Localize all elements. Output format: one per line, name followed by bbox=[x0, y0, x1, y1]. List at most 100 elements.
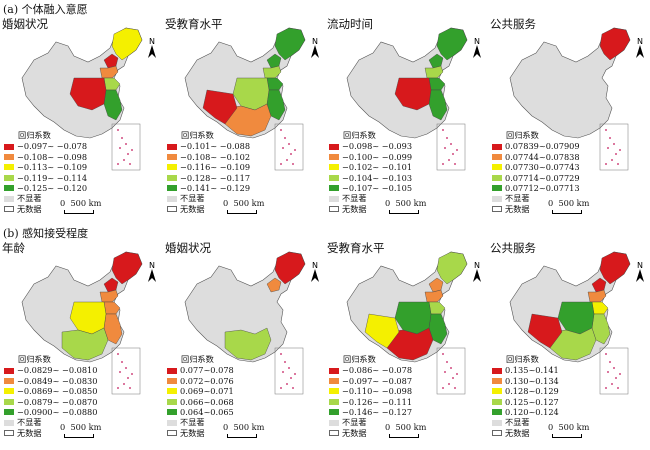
legend-label: 不显著 bbox=[505, 417, 530, 428]
island-dot bbox=[615, 377, 617, 379]
north-label: N bbox=[637, 261, 643, 270]
legend-label: 0.125~0.127 bbox=[505, 396, 559, 407]
legend-swatch bbox=[4, 164, 14, 171]
island-dot bbox=[117, 387, 119, 389]
map-panel: 受教育水平 N 回归系数 −0.101~ −0.088 −0.108~ −0.102 −0… bbox=[163, 14, 325, 226]
legend-item: −0.146~ −0.127 bbox=[329, 407, 412, 417]
island-dot bbox=[127, 377, 129, 379]
north-label: N bbox=[474, 261, 480, 270]
scale-distance: 500 km bbox=[70, 198, 102, 208]
island-dot bbox=[282, 371, 284, 373]
island-dot bbox=[454, 387, 456, 389]
north-arrow-icon: N bbox=[634, 36, 646, 60]
legend-label: 0.120~0.124 bbox=[505, 406, 559, 417]
legend-swatch bbox=[167, 185, 177, 192]
south-sea-inset bbox=[436, 347, 466, 395]
panel-title: 受教育水平 bbox=[165, 17, 223, 31]
legend-item: −0.104~ −0.103 bbox=[329, 173, 412, 183]
legend-label: −0.141~ −0.129 bbox=[180, 182, 251, 193]
panel-title: 年龄 bbox=[2, 241, 25, 255]
legend-title: 回归系数 bbox=[343, 354, 376, 364]
north-label: N bbox=[149, 37, 155, 46]
region-south bbox=[224, 103, 272, 137]
island-dot bbox=[280, 129, 282, 131]
legend-item: 0.07839~0.07909 bbox=[492, 141, 580, 151]
island-dot bbox=[284, 361, 286, 363]
legend-swatch bbox=[329, 205, 339, 212]
legend-swatch bbox=[492, 419, 502, 426]
island-dot bbox=[611, 383, 613, 385]
island-dot bbox=[607, 371, 609, 373]
legend-label: 0.077~0.078 bbox=[180, 365, 234, 376]
island-dot bbox=[290, 377, 292, 379]
legend-title: 回归系数 bbox=[506, 354, 539, 364]
island-dot bbox=[444, 147, 446, 149]
north-label: N bbox=[149, 261, 155, 270]
legend: 回归系数 −0.0829~ −0.0810 −0.0849~ −0.0830 −0.0… bbox=[4, 354, 97, 438]
legend-swatch bbox=[4, 143, 14, 150]
legend-swatch bbox=[167, 409, 177, 416]
china-map bbox=[21, 27, 143, 171]
legend-item: −0.110~ −0.098 bbox=[329, 386, 412, 396]
island-dot bbox=[292, 387, 294, 389]
south-sea-inset bbox=[274, 347, 304, 395]
legend-swatch bbox=[167, 164, 177, 171]
scale-zero: 0 bbox=[60, 198, 66, 208]
section-title: (a) 个体融入意愿 bbox=[3, 3, 88, 16]
legend-swatch bbox=[4, 429, 14, 436]
legend-item-no-data: 无数据 bbox=[4, 204, 87, 214]
legend-item: 0.07730~0.07743 bbox=[492, 162, 580, 172]
legend-item-no-data: 无数据 bbox=[329, 428, 412, 438]
island-dot bbox=[442, 129, 444, 131]
legend-item: 0.130~0.134 bbox=[492, 376, 559, 386]
scale-label: 0 500 km bbox=[223, 422, 264, 432]
legend-item-not-significant: 不显著 bbox=[167, 193, 250, 203]
legend-swatch bbox=[4, 205, 14, 212]
legend-label: −0.128~ −0.117 bbox=[180, 172, 251, 183]
legend-item-no-data: 无数据 bbox=[329, 204, 412, 214]
legend-item: 0.07714~0.07729 bbox=[492, 173, 580, 183]
legend-item: 0.120~0.124 bbox=[492, 407, 559, 417]
legend-label: 无数据 bbox=[342, 427, 367, 438]
legend: 回归系数 −0.101~ −0.088 −0.108~ −0.102 −0.116~ … bbox=[167, 130, 250, 214]
legend-swatch bbox=[4, 195, 14, 202]
scale-bar bbox=[552, 210, 582, 214]
legend-swatch bbox=[167, 153, 177, 160]
legend-swatch bbox=[4, 174, 14, 181]
north-arrow-icon: N bbox=[471, 260, 483, 284]
south-sea-inset bbox=[599, 347, 629, 395]
panel-title: 婚姻状况 bbox=[2, 17, 48, 31]
legend-label: 0.07714~0.07729 bbox=[505, 172, 580, 183]
legend-swatch bbox=[492, 377, 502, 384]
island-dot bbox=[127, 153, 129, 155]
island-dot bbox=[615, 153, 617, 155]
region-north bbox=[599, 251, 631, 285]
legend-item: 0.125~0.127 bbox=[492, 397, 559, 407]
legend-title: 回归系数 bbox=[18, 130, 51, 140]
legend-label: −0.116~ −0.109 bbox=[180, 162, 251, 173]
island-dot bbox=[456, 149, 458, 151]
island-dot bbox=[119, 147, 121, 149]
island-dot bbox=[613, 143, 615, 145]
region-hebei bbox=[262, 65, 282, 79]
legend-swatch bbox=[492, 143, 502, 150]
legend-item: 0.135~0.141 bbox=[492, 365, 559, 375]
island-dot bbox=[454, 163, 456, 165]
legend-swatch bbox=[492, 205, 502, 212]
legend-title: 回归系数 bbox=[506, 130, 539, 140]
legend-label: 0.128~0.129 bbox=[505, 386, 559, 397]
scale-zero: 0 bbox=[385, 422, 391, 432]
legend-swatch bbox=[4, 409, 14, 416]
scale-distance: 500 km bbox=[70, 422, 102, 432]
legend-label: −0.0879~ −0.0870 bbox=[17, 396, 98, 407]
region-west bbox=[364, 313, 400, 349]
island-dot bbox=[444, 371, 446, 373]
legend-label: 无数据 bbox=[17, 427, 42, 438]
legend-swatch bbox=[329, 377, 339, 384]
region-coast bbox=[103, 89, 123, 121]
island-dot bbox=[442, 163, 444, 165]
legend-swatch bbox=[329, 174, 339, 181]
legend-label: −0.119~ −0.114 bbox=[17, 172, 88, 183]
scale-zero: 0 bbox=[548, 422, 554, 432]
island-dot bbox=[609, 137, 611, 139]
